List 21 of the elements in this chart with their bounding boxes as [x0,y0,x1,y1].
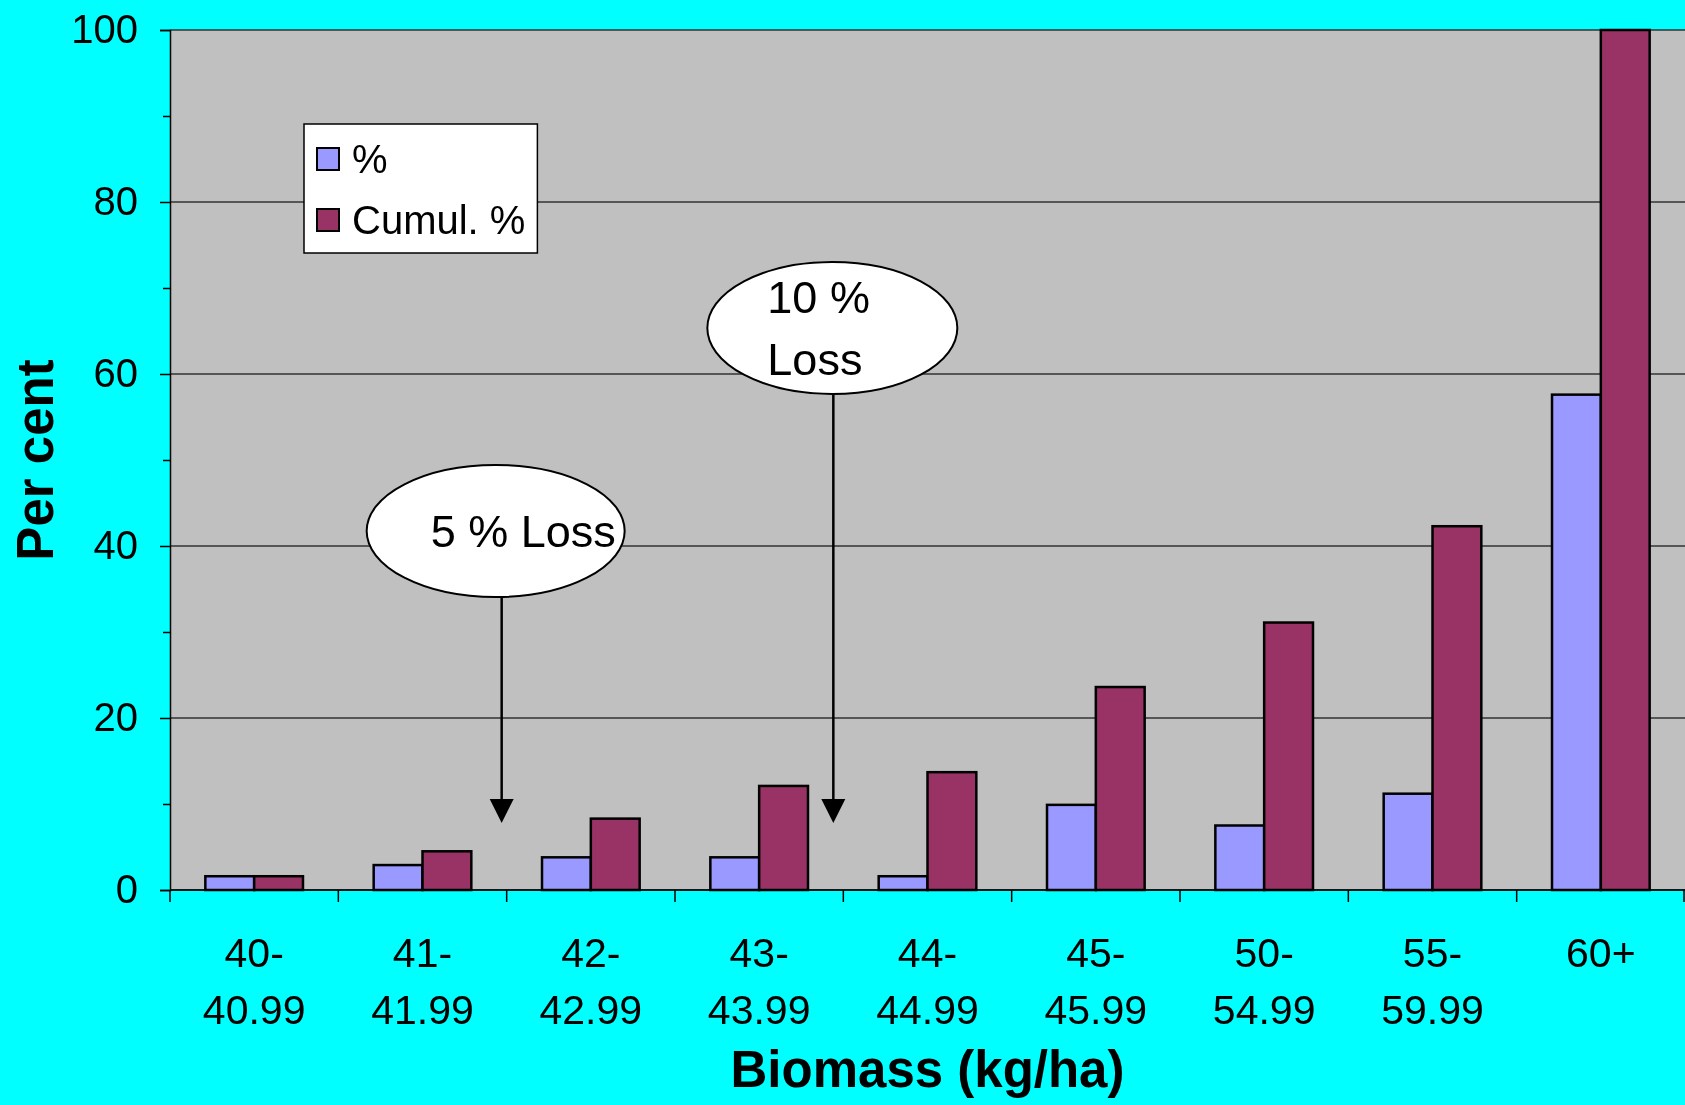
x-tick-label: 44-44.99 [876,930,979,1033]
x-tick-label: 42-42.99 [539,930,643,1033]
y-tick-label: 80 [93,179,138,224]
annotation: 10 % Loss [767,272,870,385]
x-tick-label: 43-43.99 [707,930,811,1033]
x-tick-label: 40-40.99 [202,930,306,1033]
y-tick-label: 40 [93,523,138,568]
x-tick-label: 55-59.99 [1381,930,1484,1033]
y-tick-label: 100 [71,7,138,52]
y-tick-label: 60 [93,351,138,396]
legend-label: Cumul. % [352,198,526,242]
x-tick-label: 45-45.99 [1044,930,1148,1033]
x-tick-label: 50-54.99 [1212,930,1316,1033]
y-tick-label: 20 [93,695,138,740]
x-tick-label: 41-41.99 [371,930,474,1033]
legend-label: % [352,137,388,181]
y-axis-title: Per cent [7,359,64,561]
x-axis-title: Biomass (kg/ha) [730,1041,1125,1098]
x-tick-label: 60+ [1566,930,1636,976]
y-tick-label: 0 [115,867,138,912]
annotation: 5 % Loss [430,506,616,557]
